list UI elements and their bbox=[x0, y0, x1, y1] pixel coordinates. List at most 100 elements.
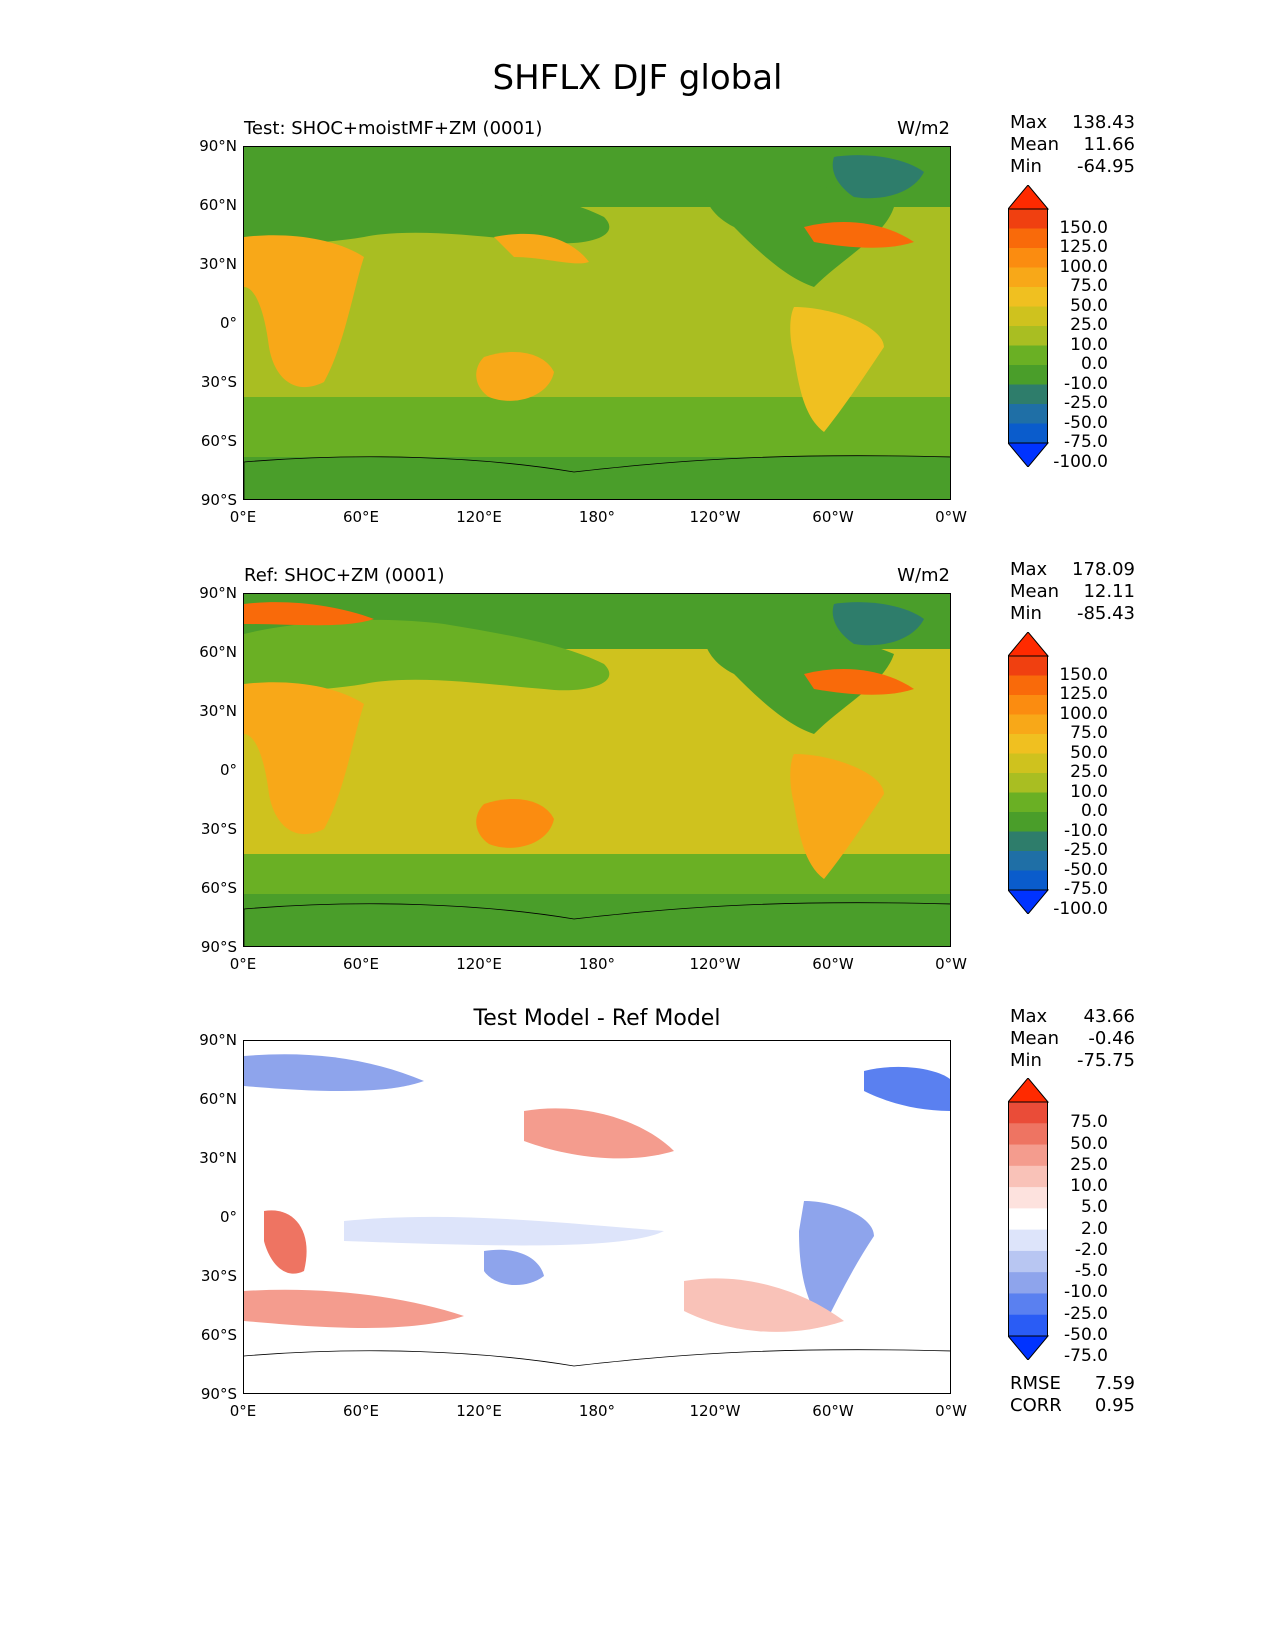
panel-2-colorbar bbox=[1008, 632, 1050, 914]
colorbar-segment bbox=[1008, 753, 1048, 774]
panel-1-stat-min: Min -64.95 bbox=[1010, 156, 1135, 177]
colorbar-tick-label: 25.0 bbox=[1070, 315, 1108, 335]
colorbar-segment bbox=[1008, 812, 1048, 832]
colorbar-tick-label: 125.0 bbox=[1059, 684, 1108, 704]
colorbar-tick-label: -25.0 bbox=[1064, 393, 1108, 413]
colorbar-tick-label: -50.0 bbox=[1064, 859, 1108, 880]
colorbar-segment bbox=[1008, 384, 1048, 405]
panel-2-stat-max: Max 178.09 bbox=[1010, 559, 1135, 580]
colorbar-tick-label: 150.0 bbox=[1059, 217, 1108, 238]
colorbar-segment bbox=[1008, 695, 1048, 715]
lon-tick-label: 120°E bbox=[456, 1402, 502, 1420]
colorbar-extend-min bbox=[1008, 442, 1050, 467]
colorbar-segment bbox=[1008, 1165, 1048, 1188]
lon-tick-label: 60°W bbox=[812, 955, 854, 973]
panel-2-map bbox=[243, 593, 951, 947]
southern-ocean-positive bbox=[244, 1289, 464, 1328]
panel-2-stat-mean: Mean 12.11 bbox=[1010, 581, 1135, 602]
colorbar-tick-label: -75.0 bbox=[1064, 879, 1108, 899]
lat-tick-label: 60°S bbox=[200, 432, 237, 450]
tropical-negative-band bbox=[344, 1216, 664, 1246]
lon-tick-label: 120°E bbox=[456, 508, 502, 526]
colorbar-segment bbox=[1008, 1187, 1048, 1209]
colorbar-tick-label: 75.0 bbox=[1070, 276, 1108, 296]
colorbar-tick-label: 10.0 bbox=[1070, 1176, 1108, 1197]
lat-tick-label: 60°S bbox=[200, 1326, 237, 1344]
panel-2-map-svg bbox=[244, 594, 950, 946]
south-america-land bbox=[790, 754, 884, 879]
lat-tick-label: 90°S bbox=[200, 491, 237, 509]
colorbar-segment bbox=[1008, 734, 1048, 754]
panel-2-stat-min: Min -85.43 bbox=[1010, 603, 1135, 624]
lat-tick-label: 0° bbox=[219, 314, 237, 332]
lat-tick-label: 90°N bbox=[199, 1031, 237, 1049]
barents-highflux bbox=[244, 602, 374, 626]
panel-3-stats: Max 43.66 Mean -0.46 Min -75.75 bbox=[1010, 1006, 1135, 1072]
colorbar-segment bbox=[1008, 267, 1048, 288]
lat-tick-label: 30°S bbox=[200, 820, 237, 838]
colorbar-tick-label: 2.0 bbox=[1080, 1218, 1108, 1239]
lon-tick-label: 60°E bbox=[342, 955, 380, 973]
panel-3-metric-corr: CORR 0.95 bbox=[1010, 1395, 1135, 1416]
colorbar-tick-label: 150.0 bbox=[1059, 664, 1108, 685]
panel-3-stat-min: Min -75.75 bbox=[1010, 1050, 1135, 1071]
colorbar-segment bbox=[1008, 345, 1048, 366]
panel-3-colorbar bbox=[1008, 1078, 1050, 1360]
colorbar-tick-label: -75.0 bbox=[1064, 1346, 1108, 1367]
africa-land bbox=[244, 682, 364, 835]
colorbar-segment bbox=[1008, 287, 1048, 307]
lon-tick-label: 120°W bbox=[689, 1402, 741, 1420]
australia-land bbox=[476, 799, 554, 848]
colorbar-tick-label: 10.0 bbox=[1070, 334, 1108, 355]
eurasia-land bbox=[244, 172, 610, 244]
lat-tick-label: 60°N bbox=[199, 196, 237, 214]
colorbar-tick-label: 125.0 bbox=[1059, 237, 1108, 257]
kuroshio-highflux bbox=[494, 233, 589, 264]
colorbar-extend-min bbox=[1008, 1335, 1050, 1360]
greenland-land bbox=[832, 155, 924, 199]
panel-1-stat-mean: Mean 11.66 bbox=[1010, 134, 1135, 155]
colorbar-outline bbox=[1008, 1101, 1048, 1337]
colorbar-segment bbox=[1008, 306, 1048, 327]
north-america-land bbox=[704, 182, 894, 287]
colorbar-segment bbox=[1008, 1123, 1048, 1146]
australia-land bbox=[476, 352, 554, 401]
gulf-stream-highflux bbox=[804, 669, 914, 695]
lat-tick-label: 30°S bbox=[200, 1267, 237, 1285]
colorbar-segment bbox=[1008, 404, 1048, 424]
lon-tick-label: 180° bbox=[578, 508, 616, 526]
panel-3-title: Test Model - Ref Model bbox=[473, 1006, 721, 1031]
lon-tick-label: 60°W bbox=[812, 508, 854, 526]
panel-2-left-title: Ref: SHOC+ZM (0001) bbox=[244, 565, 445, 586]
lat-tick-label: 60°N bbox=[199, 1090, 237, 1108]
colorbar-tick-label: -75.0 bbox=[1064, 432, 1108, 452]
colorbar-segment bbox=[1008, 870, 1048, 891]
colorbar-tick-label: 50.0 bbox=[1070, 295, 1108, 316]
lat-tick-label: 90°S bbox=[200, 938, 237, 956]
colorbar-tick-label: 0.0 bbox=[1080, 354, 1108, 374]
panel-1-map-svg bbox=[244, 147, 950, 499]
lat-tick-label: 30°N bbox=[199, 702, 237, 720]
panel-3-stat-max: Max 43.66 bbox=[1010, 1006, 1135, 1027]
colorbar-segment bbox=[1008, 851, 1048, 871]
north-pacific-positive bbox=[524, 1108, 674, 1159]
colorbar-tick-label: -2.0 bbox=[1074, 1239, 1108, 1260]
lat-tick-label: 30°N bbox=[199, 1149, 237, 1167]
lon-tick-label: 60°W bbox=[812, 1402, 854, 1420]
lon-tick-label: 60°E bbox=[342, 1402, 380, 1420]
colorbar-tick-label: -50.0 bbox=[1064, 412, 1108, 433]
lon-tick-label: 0°E bbox=[229, 1402, 257, 1420]
africa-positive bbox=[264, 1210, 307, 1274]
colorbar-segment bbox=[1008, 1293, 1048, 1316]
australia-negative bbox=[484, 1249, 544, 1286]
colorbar-segment bbox=[1008, 365, 1048, 385]
colorbar-tick-label: -10.0 bbox=[1064, 820, 1108, 841]
colorbar-segment bbox=[1008, 792, 1048, 813]
colorbar-segment bbox=[1008, 423, 1048, 444]
colorbar-tick-label: 100.0 bbox=[1059, 256, 1108, 277]
colorbar-tick-label: 0.0 bbox=[1080, 801, 1108, 821]
colorbar-segment bbox=[1008, 228, 1048, 249]
colorbar-tick-label: 25.0 bbox=[1070, 1154, 1108, 1175]
lon-tick-label: 60°E bbox=[342, 508, 380, 526]
lon-tick-label: 0°E bbox=[229, 955, 257, 973]
